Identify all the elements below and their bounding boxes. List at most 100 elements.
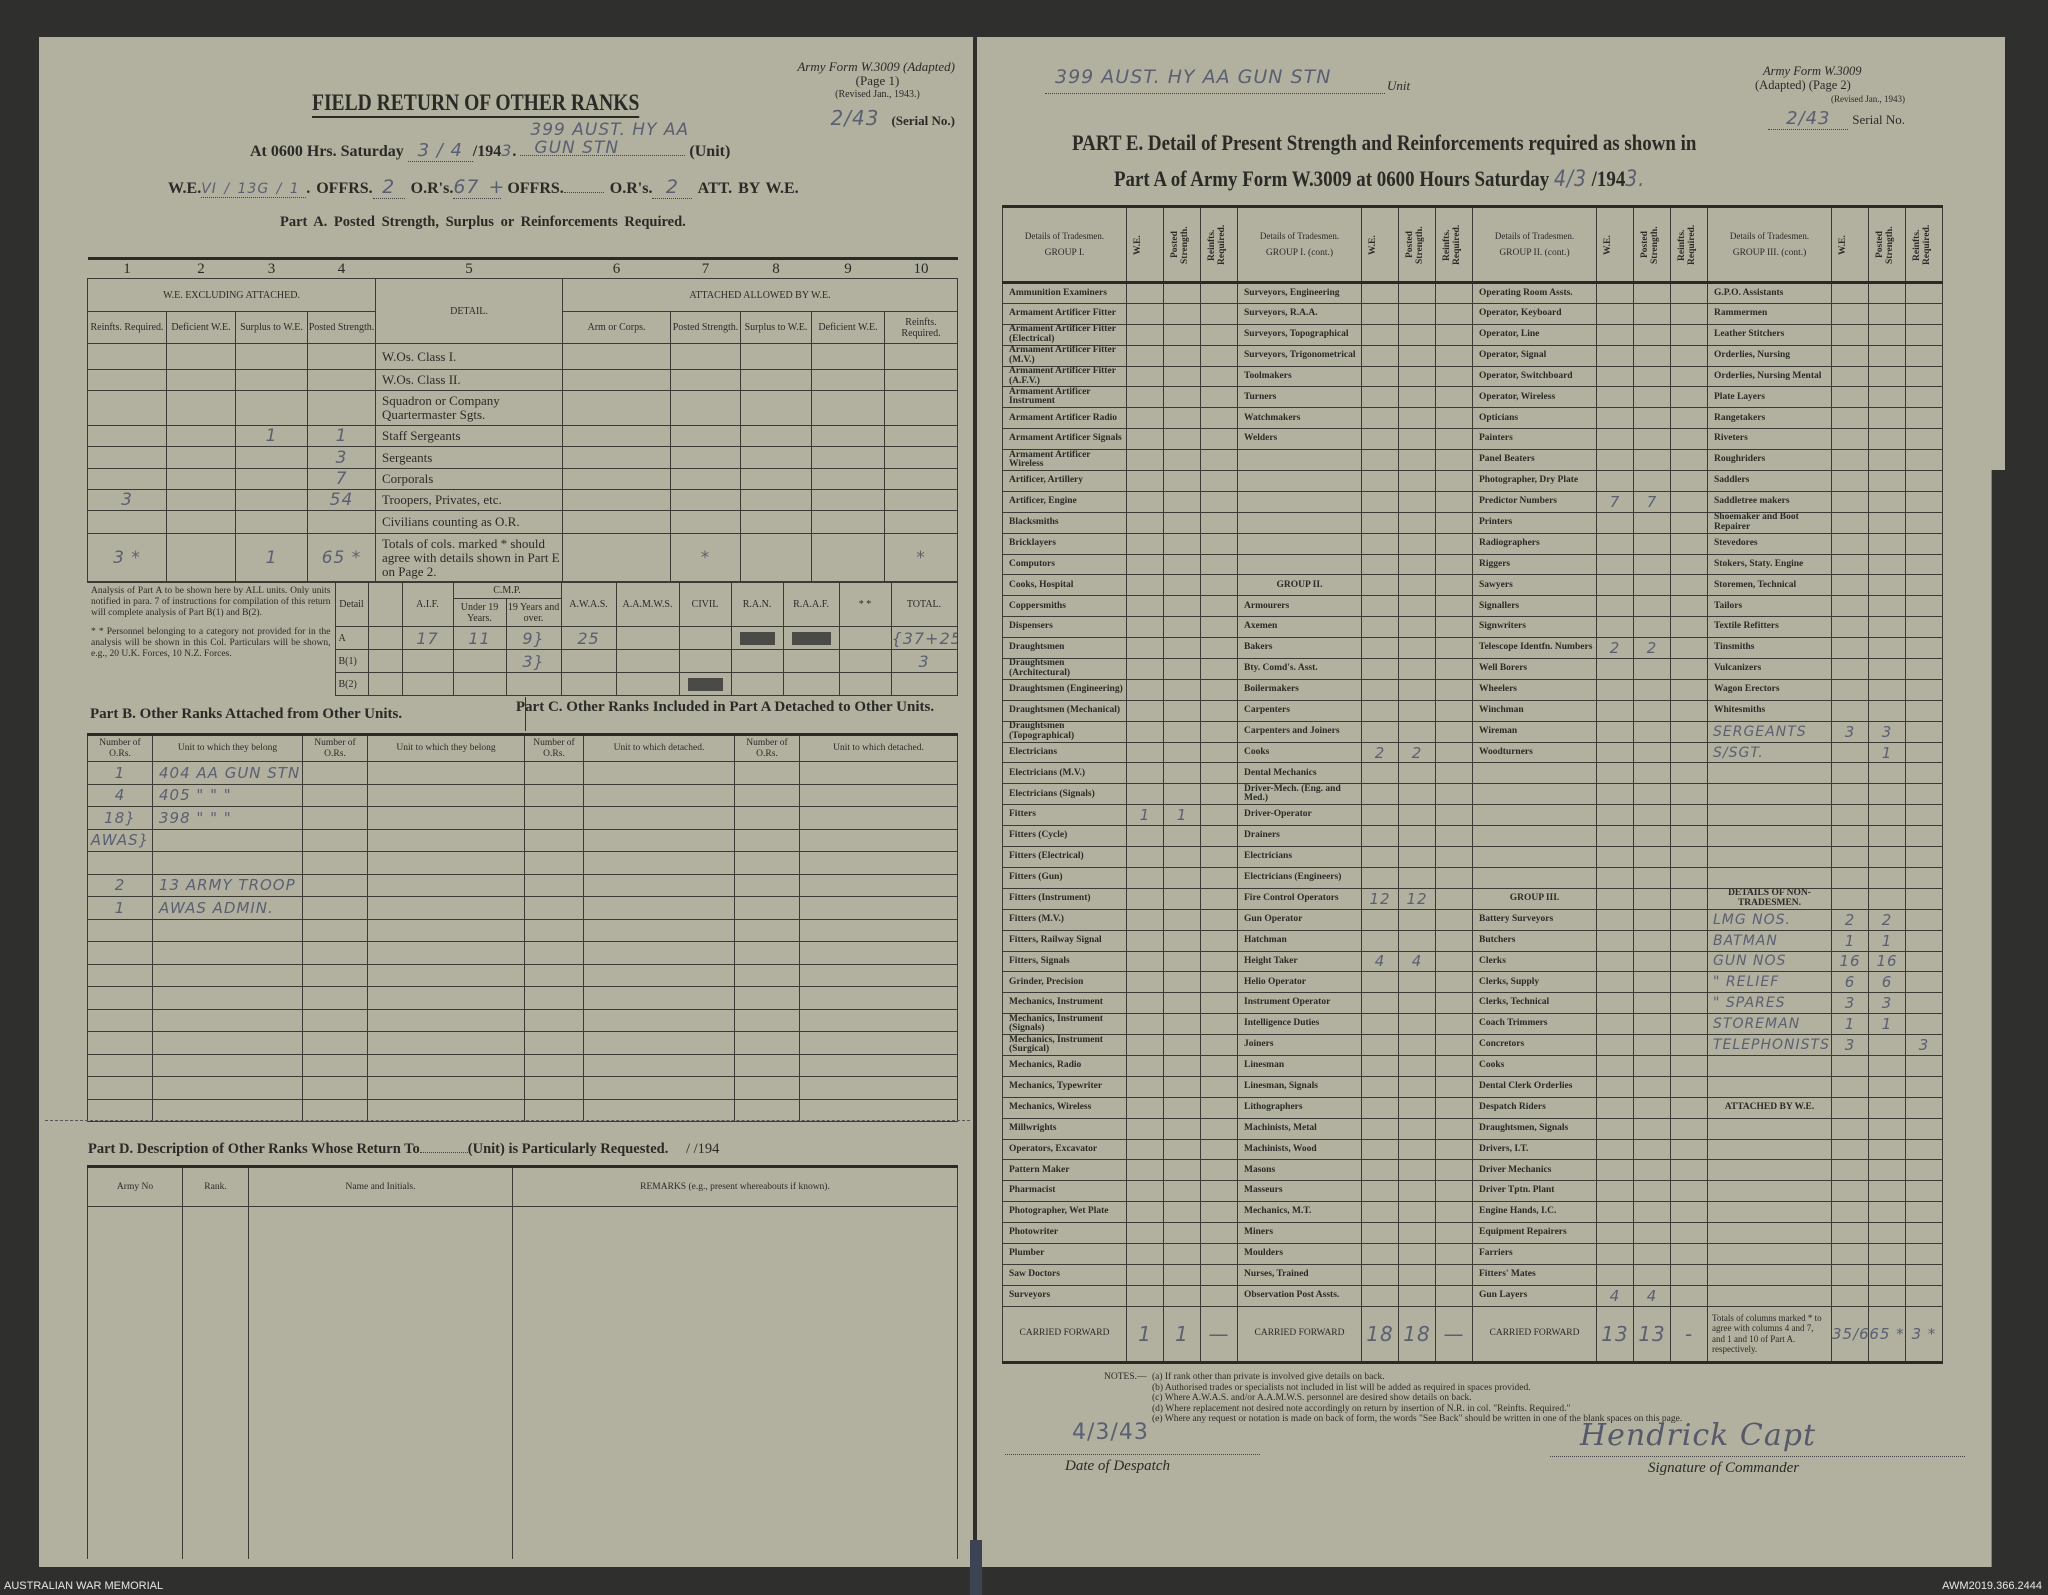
trade-value <box>1361 1117 1399 1140</box>
trade-value <box>1633 553 1671 576</box>
row-value <box>811 390 885 426</box>
row-value <box>782 649 840 673</box>
trade-label: Driver-Operator <box>1237 804 1362 827</box>
row-value <box>152 828 303 852</box>
column-header: Arm or Corps. <box>562 311 671 344</box>
trade-value <box>1126 1242 1164 1265</box>
row-value <box>152 1098 303 1122</box>
trade-label: Fitters' Mates <box>1472 1263 1597 1286</box>
trade-value <box>1670 950 1708 973</box>
trade-label: Opticians <box>1472 407 1597 430</box>
trade-value <box>1163 1034 1201 1056</box>
table-row: 3 54 Troopers, Privates, etc. <box>87 489 958 511</box>
trade-label <box>1707 1054 1832 1077</box>
trade-value <box>1670 887 1708 910</box>
row-value: {37+25 <box>890 626 958 650</box>
trade-label: Panel Beaters <box>1472 449 1597 472</box>
table-cell <box>367 1053 525 1077</box>
part-d-heading: Part D. Description of Other Ranks Whose… <box>88 1141 719 1158</box>
note-item: (e) Where any request or notation is mad… <box>1152 1414 1683 1424</box>
table-cell <box>583 1031 735 1055</box>
vertical-header: Posted Strength. <box>1405 225 1425 264</box>
trade-value <box>1126 449 1164 472</box>
trade-value <box>1633 302 1671 325</box>
trade-label: Carpenters <box>1237 699 1362 722</box>
trade-value <box>1126 720 1164 743</box>
trade-label: Drivers, I.T. <box>1472 1138 1597 1161</box>
trade-label <box>1472 783 1597 806</box>
trade-value <box>1868 762 1906 785</box>
table-cell <box>367 941 525 965</box>
trade-value <box>1163 386 1201 409</box>
table-cell <box>367 963 525 987</box>
trade-value <box>1398 1034 1436 1056</box>
trade-value <box>1596 1054 1634 1077</box>
trade-value <box>1905 1013 1943 1036</box>
trade-value <box>1200 386 1238 409</box>
trade-value <box>1868 678 1906 701</box>
trade-label: Intelligence Duties <box>1237 1013 1362 1036</box>
table-cell <box>367 986 525 1010</box>
trade-value <box>1126 428 1164 451</box>
table-cell <box>367 806 525 830</box>
trade-label: Hatchman <box>1237 929 1362 952</box>
trade-value <box>1905 887 1943 910</box>
trade-value <box>1670 344 1708 367</box>
group-header-name: GROUP II. (cont.) <box>1499 247 1570 258</box>
trade-value <box>1126 1284 1164 1307</box>
trade-value <box>1126 595 1164 618</box>
trade-value <box>1596 992 1634 1015</box>
trade-label: " SPARES <box>1707 992 1832 1015</box>
table-cell <box>302 963 368 987</box>
form-ref-line: (Adapted) (Page 2) <box>1755 78 1851 92</box>
trade-value <box>1200 470 1238 492</box>
trade-label: Wagon Erectors <box>1707 678 1832 701</box>
trade-value <box>1361 1096 1399 1119</box>
column-header: C.M.P. <box>452 581 562 599</box>
trade-value <box>1633 386 1671 409</box>
part-a-grid: 1 2 3 4 5 6 7 8 9 10 W.E. EXCLUDING ATTACHED. DETAI… <box>87 257 958 583</box>
row-value <box>740 510 812 534</box>
trade-label: Textile Refitters <box>1707 616 1832 639</box>
trade-value: 3 <box>1831 1034 1869 1056</box>
column-header: A.W.A.S. <box>560 581 617 627</box>
trade-label: GUN NOS <box>1707 950 1832 973</box>
trade-value: 3 <box>1831 992 1869 1015</box>
trade-value <box>1361 846 1399 868</box>
row-value <box>884 446 958 469</box>
trade-value <box>1163 908 1201 931</box>
table-cell <box>524 783 584 807</box>
trade-label: Height Taker <box>1237 950 1362 973</box>
row-value <box>811 425 885 447</box>
trade-value <box>1868 1075 1906 1098</box>
row-value <box>235 390 308 426</box>
trade-value <box>1831 616 1869 639</box>
table-row <box>87 963 958 987</box>
trade-value <box>1633 344 1671 367</box>
column-header: Posted Strength. <box>1633 206 1671 284</box>
trade-value <box>1200 449 1238 472</box>
trade-value <box>1435 678 1473 701</box>
column-header: Unit to which detached. <box>799 734 958 762</box>
trade-value <box>1633 1075 1671 1098</box>
trade-value <box>1596 804 1634 827</box>
trade-label: Bakers <box>1237 637 1362 660</box>
at-line: At 0600 Hrs. Saturday 3 / 4/1943. 399 AU… <box>250 120 731 162</box>
trade-label: Signwriters <box>1472 616 1597 639</box>
trade-value <box>1200 908 1238 931</box>
shaded-cell <box>782 626 840 650</box>
row-value <box>811 468 885 490</box>
trade-label: BATMAN <box>1707 929 1832 952</box>
trade-value <box>1596 386 1634 409</box>
trade-label: G.P.O. Assistants <box>1707 282 1832 304</box>
analysis-footnote: * * Personnel belonging to a category no… <box>91 627 331 659</box>
trade-label: Printers <box>1472 511 1597 534</box>
trade-label: Shoemaker and Boot Repairer <box>1707 511 1832 534</box>
trade-value: 1 <box>1163 804 1201 827</box>
row-value <box>166 390 236 426</box>
trade-value <box>1200 511 1238 534</box>
row-value <box>838 626 892 650</box>
row-value <box>890 672 958 696</box>
group-header-text: Details of Tradesmen. <box>1024 230 1105 241</box>
trade-value <box>1670 699 1708 722</box>
